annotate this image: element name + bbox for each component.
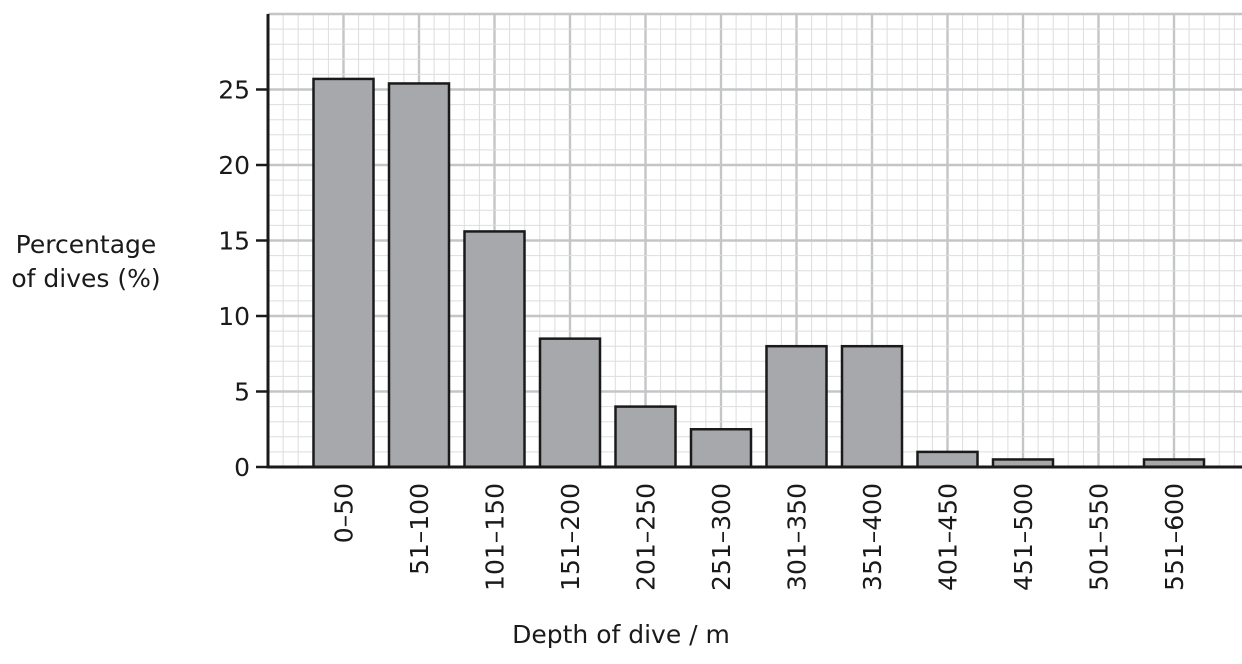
x-tick-label: 501–550 — [1085, 483, 1114, 591]
y-axis-label: Percentage of dives (%) — [0, 228, 172, 296]
y-tick-label: 0 — [234, 453, 250, 482]
y-tick-label: 20 — [218, 151, 250, 180]
x-tick-label: 51–100 — [405, 483, 434, 575]
y-tick-labels: 0 5 10 15 20 25 — [218, 76, 268, 482]
x-tick-label: 551–600 — [1160, 483, 1189, 591]
x-tick-label: 301–350 — [783, 483, 812, 591]
x-tick-label: 251–300 — [707, 483, 736, 591]
bar — [689, 428, 753, 469]
bar — [840, 344, 904, 469]
y-tick-label: 25 — [218, 76, 250, 105]
bar — [387, 82, 451, 469]
x-axis-label: Depth of dive / m — [512, 620, 730, 649]
y-tick-label: 10 — [218, 302, 250, 331]
y-axis-label-line-1: Percentage — [15, 230, 157, 259]
bar — [614, 405, 677, 469]
bars — [312, 77, 1206, 469]
bar — [312, 77, 375, 469]
x-tick-labels: 0–50 51–100 101–150 151–200 201–250 251–300 30… — [330, 483, 1190, 591]
x-tick-label: 451–500 — [1009, 483, 1038, 591]
bar — [765, 344, 828, 469]
x-tick-label: 401–450 — [934, 483, 963, 591]
bar — [538, 337, 602, 469]
x-tick-label: 0–50 — [330, 483, 359, 543]
x-tick-label: 351–400 — [858, 483, 887, 591]
bar — [463, 230, 526, 469]
x-tick-label: 101–150 — [481, 483, 510, 591]
x-tick-label: 201–250 — [632, 483, 661, 591]
x-tick-label: 151–200 — [556, 483, 585, 591]
y-tick-label: 15 — [218, 227, 250, 256]
bar — [916, 450, 979, 469]
y-axis-label-line-2: of dives (%) — [11, 264, 161, 293]
y-tick-label: 5 — [234, 378, 250, 407]
